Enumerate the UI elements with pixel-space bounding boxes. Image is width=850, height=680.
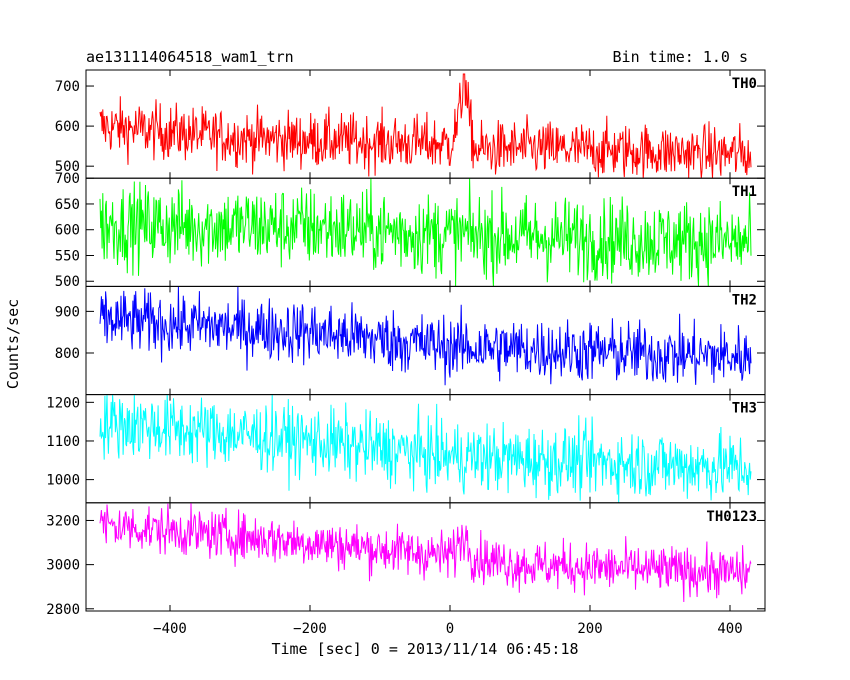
- y-tick-label: 2800: [46, 602, 80, 618]
- panel-frame: [85, 502, 766, 612]
- panel-th0: 500 600 700 TH0: [55, 69, 766, 179]
- y-tick-label: 700: [55, 171, 80, 187]
- panel-th0123: 2800 3000 3200 TH0123: [46, 502, 766, 618]
- y-tick-label: 600: [55, 119, 80, 135]
- y-tick-label: 500: [55, 274, 80, 290]
- series-th3: [99, 394, 752, 503]
- y-tick-label: 3200: [46, 513, 80, 529]
- y-axis-label: Counts/sec: [4, 299, 22, 389]
- x-axis: −400 −200 0 200 400: [153, 621, 743, 637]
- y-tick-label: 800: [55, 346, 80, 362]
- y-tick-label: 900: [55, 304, 80, 320]
- panel-th3: 1000 1100 1200 TH3: [46, 394, 766, 504]
- panel-label: TH0: [732, 76, 757, 92]
- y-tick-label: 1100: [46, 434, 80, 450]
- panel-th2: 800 900 TH2: [55, 285, 766, 396]
- y-tick-label: 3000: [46, 558, 80, 574]
- bin-time-label: Bin time: 1.0 s: [613, 48, 748, 66]
- y-tick-label: 650: [55, 197, 80, 213]
- series-th0123: [99, 502, 752, 603]
- y-tick-label: 1000: [46, 473, 80, 489]
- y-tick-label: 600: [55, 223, 80, 239]
- y-tick-label: 550: [55, 248, 80, 264]
- panel-label: TH1: [732, 184, 757, 200]
- panel-th1: 500 550 600 650 700 TH1: [55, 171, 766, 290]
- panel-label: TH2: [732, 292, 757, 308]
- panel-label: TH0123: [706, 509, 757, 525]
- panel-label: TH3: [732, 401, 757, 417]
- panel-frame: [85, 69, 766, 179]
- x-tick-label: −400: [153, 621, 187, 637]
- y-tick-label: 700: [55, 79, 80, 95]
- x-tick-label: 0: [446, 621, 454, 637]
- y-tick-label: 1200: [46, 395, 80, 411]
- series-th2: [99, 286, 752, 386]
- panel-group: 500 600 700 TH0 500 550 600 650 700 TH1 800 900 TH2 1…: [46, 69, 766, 618]
- x-tick-label: 200: [577, 621, 602, 637]
- series-th1: [99, 178, 752, 287]
- y-tick-label: 500: [55, 159, 80, 175]
- x-axis-label: Time [sec] 0 = 2013/11/14 06:45:18: [271, 640, 578, 658]
- chart-title: ae131114064518_wam1_trn: [86, 48, 294, 66]
- series-th0: [99, 73, 752, 179]
- x-tick-label: 400: [717, 621, 742, 637]
- x-tick-label: −200: [293, 621, 327, 637]
